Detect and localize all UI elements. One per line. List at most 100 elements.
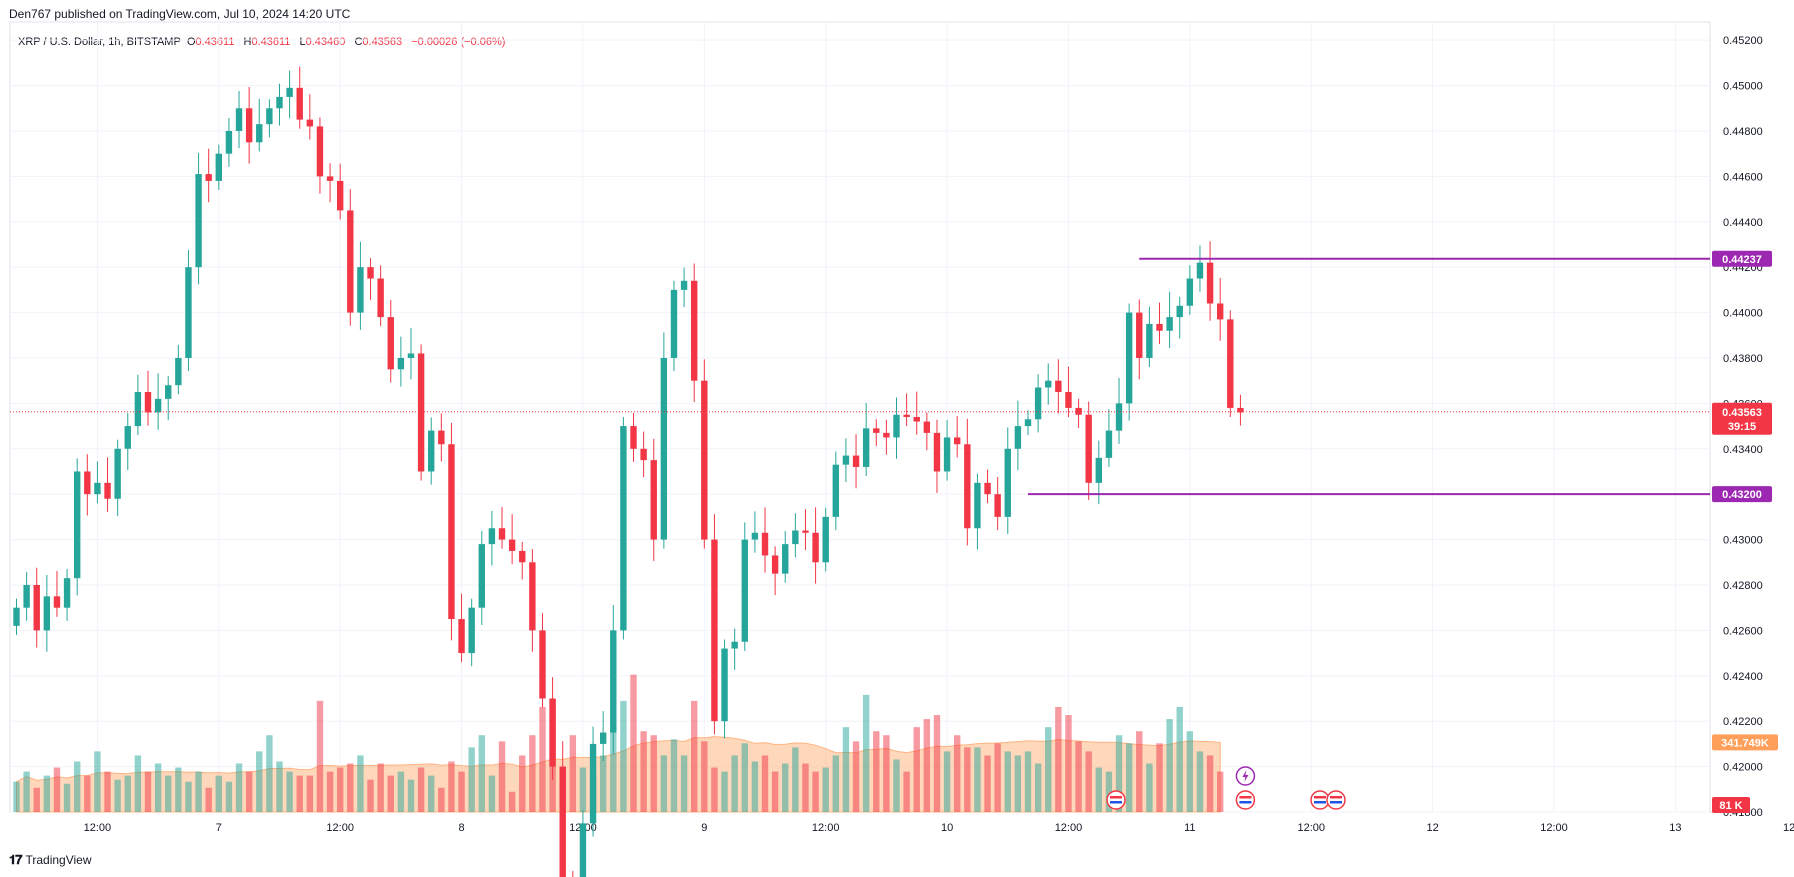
- time-tick-label: 13: [1669, 822, 1681, 834]
- volume-bar: [53, 767, 61, 812]
- volume-bar: [205, 787, 212, 812]
- volume-bar: [1125, 743, 1133, 812]
- candle-body: [903, 414, 910, 417]
- candle-body: [559, 766, 566, 877]
- tradingview-brand: TradingView: [25, 853, 92, 867]
- candle-body: [357, 267, 364, 313]
- volume-bar: [185, 781, 192, 812]
- candle-body: [225, 130, 233, 154]
- candle-body: [964, 444, 971, 529]
- open-value: 0.43611: [195, 36, 235, 48]
- volume-bar: [751, 761, 759, 812]
- volume-bar: [367, 779, 374, 812]
- candle-body: [428, 430, 435, 472]
- volume-bar: [124, 775, 131, 812]
- volume-bar: [1136, 731, 1143, 812]
- candle-body: [195, 174, 202, 268]
- volume-bar: [812, 771, 819, 812]
- volume-bar: [771, 771, 779, 812]
- volume-bar: [154, 763, 162, 812]
- candle-body: [508, 539, 516, 551]
- price-tick-label: 0.42800: [1723, 580, 1763, 592]
- time-tick-label: 12:00: [812, 822, 840, 834]
- candle-body: [610, 630, 617, 733]
- volume-bar: [721, 771, 728, 812]
- volume-bar: [862, 694, 870, 812]
- candle-body: [84, 471, 91, 495]
- candle-body: [953, 437, 961, 445]
- candle-body: [245, 108, 253, 143]
- volume-bar: [650, 735, 657, 812]
- candle-body: [852, 455, 860, 467]
- time-tick-label: 12:00: [84, 822, 112, 834]
- candle-body: [63, 578, 71, 608]
- candle-body: [1216, 303, 1224, 320]
- volume-bar: [1075, 741, 1082, 812]
- volume-bar: [893, 759, 900, 812]
- volume-bar: [933, 715, 941, 812]
- volume-bar: [397, 771, 405, 812]
- candle-body: [701, 380, 708, 540]
- time-tick-label: 12:00: [1783, 822, 1794, 834]
- volume-bar: [266, 735, 273, 812]
- time-tick-label: 12:00: [1055, 822, 1083, 834]
- level-price-badge: [1712, 250, 1772, 267]
- candle-body: [498, 528, 506, 540]
- candle-body: [1105, 430, 1113, 458]
- volume-bar: [842, 727, 850, 812]
- candle-body: [205, 174, 212, 181]
- candle-body: [286, 87, 293, 97]
- volume-bar: [1024, 751, 1032, 812]
- candle-body: [792, 530, 799, 545]
- tradingview-logo[interactable]: 𝟏𝟕 TradingView: [9, 852, 92, 868]
- volume-bar: [1105, 771, 1113, 812]
- volume-bar: [599, 755, 607, 812]
- candle-body: [1146, 323, 1153, 358]
- candle-body: [873, 428, 880, 433]
- volume-bar: [84, 775, 91, 812]
- candle-body: [1004, 448, 1011, 517]
- volume-bar: [1146, 763, 1153, 812]
- candle-body: [680, 280, 688, 290]
- volume-bar: [114, 779, 121, 812]
- volume-bar: [670, 739, 678, 812]
- volume-bar: [296, 775, 303, 812]
- candle-body: [994, 494, 1001, 517]
- candle-body: [549, 698, 556, 767]
- volume-bar: [579, 767, 587, 812]
- us-flag-icon: [1106, 790, 1126, 810]
- candle-body: [771, 555, 779, 574]
- time-tick-label: 11: [1184, 822, 1195, 834]
- volume-bar: [377, 763, 384, 812]
- candle-body: [104, 482, 111, 499]
- candle-body: [13, 607, 20, 626]
- candle-body: [185, 267, 192, 358]
- volume-bar: [539, 706, 546, 812]
- time-tick-label: 7: [216, 822, 222, 834]
- volume-bar: [468, 747, 475, 812]
- volume-bar: [195, 771, 202, 812]
- volume-bar: [994, 743, 1001, 812]
- low-value: 0.43460: [305, 36, 346, 48]
- candle-body: [1065, 392, 1072, 408]
- volume-bar: [984, 755, 991, 812]
- candle-body: [397, 357, 405, 370]
- symbol-name[interactable]: XRP / U.S. Dollar, 1h, BITSTAMP: [18, 36, 181, 48]
- volume-bar: [620, 700, 627, 812]
- volume-bar: [923, 719, 931, 812]
- high-value: 0.43611: [251, 36, 291, 48]
- volume-bar: [73, 761, 81, 812]
- volume-bar: [519, 755, 526, 812]
- candle-body: [124, 426, 131, 449]
- candle-body: [660, 357, 668, 540]
- candle-body: [620, 426, 627, 631]
- candle-body: [761, 532, 769, 556]
- volume-bar: [782, 763, 789, 812]
- candle-body: [23, 584, 30, 608]
- volume-bar: [974, 747, 981, 812]
- price-tick-label: 0.45000: [1723, 81, 1763, 93]
- candle-body: [144, 392, 152, 413]
- candle-body: [417, 353, 425, 472]
- open-label: O: [186, 36, 196, 48]
